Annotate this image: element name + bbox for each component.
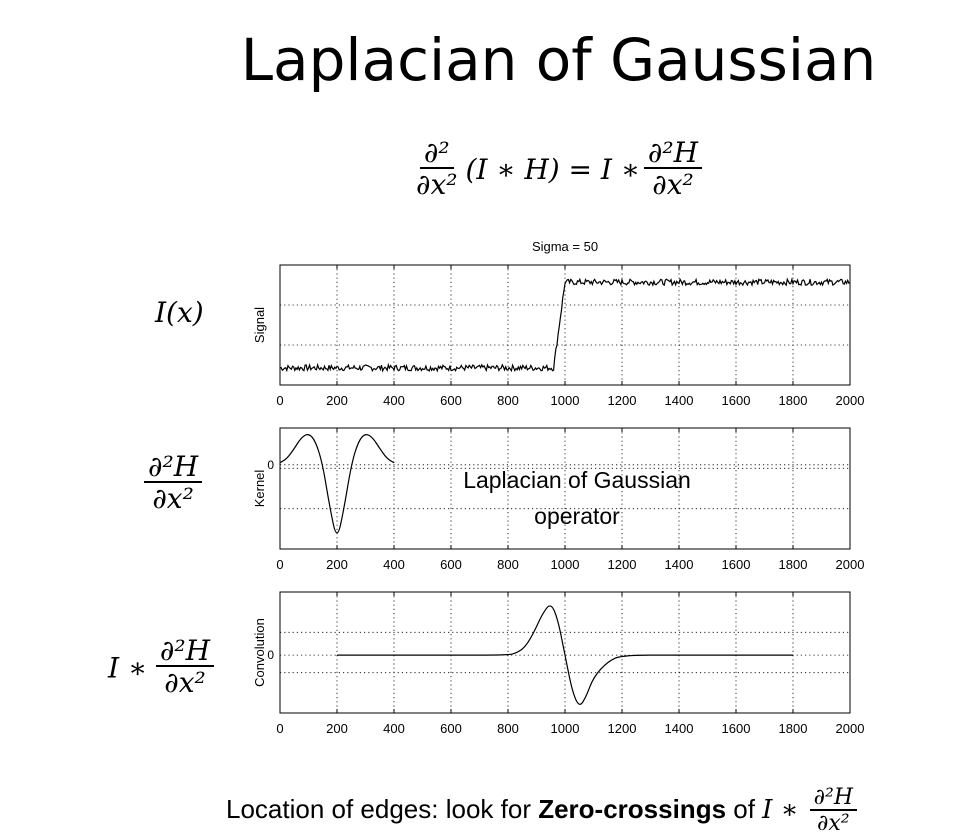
x-tick-label: 400	[383, 721, 405, 736]
y-axis-label: Convolution	[252, 618, 267, 687]
caption-numerator: ∂²H	[809, 786, 858, 812]
series-line	[279, 434, 395, 534]
chart-title: Sigma = 50	[532, 239, 598, 254]
annotation-line-1: Laplacian of Gaussian	[463, 467, 691, 493]
kernel-chart: 0 200 400 600 800 1000 1200 1400 1600 1800 20000Ke…	[252, 427, 865, 572]
caption-expr: I ∗	[762, 795, 799, 826]
series-line	[336, 605, 793, 705]
series-line	[279, 277, 851, 373]
x-tick-label: 1200	[608, 393, 637, 408]
kernel-label-numerator: ∂²H	[144, 452, 203, 484]
x-tick-label: 1200	[608, 721, 637, 736]
y-axis-label: Signal	[252, 307, 267, 343]
x-tick-label: 800	[497, 721, 519, 736]
rhs-denominator: ∂x²	[652, 168, 694, 202]
x-tick-label: 400	[383, 393, 405, 408]
x-tick-label: 1600	[722, 557, 751, 572]
x-tick-label: 0	[276, 721, 283, 736]
signal-label: I(x)	[155, 296, 204, 329]
x-tick-label: 1000	[551, 557, 580, 572]
y-axis-label: Kernel	[252, 470, 267, 508]
convolution-chart: 0 200 400 600 800 1000 1200 1400 1600 1800 20000Co…	[252, 591, 865, 736]
x-tick-label: 1400	[665, 721, 694, 736]
x-tick-label: 600	[440, 393, 462, 408]
kernel-label: ∂²H ∂x²	[144, 452, 203, 516]
x-tick-label: 1400	[665, 393, 694, 408]
x-tick-label: 2000	[836, 393, 865, 408]
edge-caption: Location of edges: look for Zero-crossin…	[226, 786, 858, 837]
x-tick-label: 200	[326, 393, 348, 408]
x-tick-label: 1400	[665, 557, 694, 572]
x-tick-label: 600	[440, 721, 462, 736]
kernel-label-denominator: ∂x²	[152, 482, 194, 516]
rhs-numerator: ∂²H	[643, 138, 703, 170]
x-tick-label: 800	[497, 393, 519, 408]
x-tick-label: 0	[276, 393, 283, 408]
x-tick-label: 2000	[836, 557, 865, 572]
y-tick-label: 0	[267, 458, 274, 472]
x-tick-label: 200	[326, 557, 348, 572]
annotation-line-2: operator	[534, 503, 620, 529]
x-tick-label: 1800	[779, 393, 808, 408]
x-tick-label: 1600	[722, 721, 751, 736]
x-tick-label: 1000	[551, 393, 580, 408]
page-title: Laplacian of Gaussian	[240, 26, 877, 94]
x-tick-label: 1000	[551, 721, 580, 736]
lhs-numerator: ∂²	[419, 138, 454, 170]
x-tick-label: 0	[276, 557, 283, 572]
lhs-denominator: ∂x²	[416, 168, 458, 202]
caption-prefix: Location of edges: look for	[226, 794, 539, 825]
signal-chart: 0 200 400 600 800 1000 1200 1400 1600 1800 2000 Sig…	[252, 239, 864, 408]
convolution-label-numerator: ∂²H	[155, 636, 215, 668]
caption-bold: Zero-crossings	[538, 794, 727, 825]
x-tick-label: 800	[497, 557, 519, 572]
y-tick-label: 0	[267, 648, 274, 662]
convolution-label-denominator: ∂x²	[164, 666, 206, 700]
x-tick-label: 400	[383, 557, 405, 572]
log-operator-annotation: Laplacian of Gaussian operator	[446, 462, 708, 534]
lhs-fraction: ∂² ∂x²	[412, 138, 462, 202]
equation-middle: (I ∗ H) = I ∗	[465, 153, 640, 187]
x-tick-label: 1800	[779, 721, 808, 736]
x-tick-label: 1200	[608, 557, 637, 572]
laplacian-equation: ∂² ∂x² (I ∗ H) = I ∗ ∂²H ∂x²	[412, 138, 703, 202]
caption-suffix: of	[726, 794, 763, 825]
x-tick-label: 2000	[836, 721, 865, 736]
rhs-fraction: ∂²H ∂x²	[643, 138, 703, 202]
convolution-label: I ∗ ∂²H ∂x²	[108, 636, 215, 700]
x-tick-label: 600	[440, 557, 462, 572]
caption-denominator: ∂x²	[817, 811, 850, 837]
convolution-label-prefix: I ∗	[108, 651, 147, 685]
x-tick-label: 200	[326, 721, 348, 736]
x-tick-label: 1800	[779, 557, 808, 572]
x-tick-label: 1600	[722, 393, 751, 408]
